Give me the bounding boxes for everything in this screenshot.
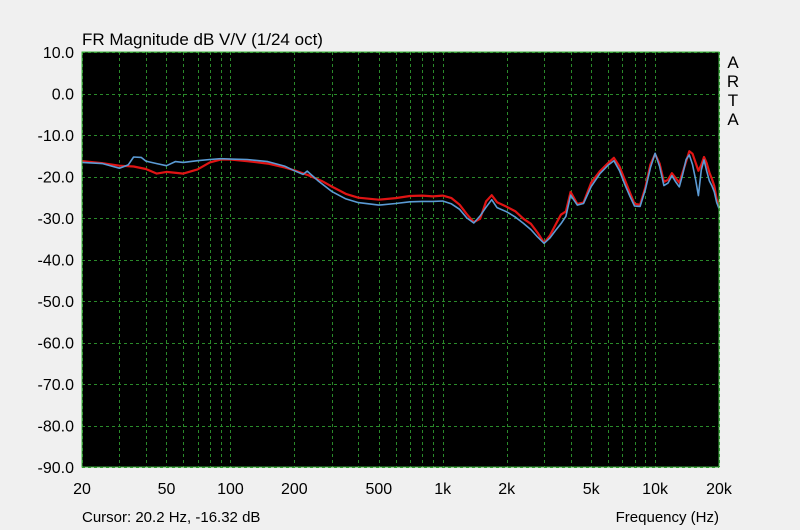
x-axis-label: Frequency (Hz) (616, 509, 719, 526)
x-tick-label: 10k (642, 481, 669, 498)
y-tick-label: -90.0 (38, 460, 75, 477)
y-tick-label: -70.0 (38, 377, 75, 394)
x-tick-label: 2k (498, 481, 516, 498)
arta-letter: A (727, 53, 739, 72)
x-axis-tick-labels: 20 50 100 200 500 1k 2k 5k 10k 20k (73, 481, 733, 498)
y-tick-label: -30.0 (38, 211, 75, 228)
y-axis-tick-labels: 10.0 0.0 -10.0 -20.0 -30.0 -40.0 -50.0 -60.0 -70… (38, 45, 75, 477)
series-line-2 (81, 152, 720, 245)
x-tick-label: 200 (281, 481, 308, 498)
x-tick-label: 20 (73, 481, 91, 498)
y-tick-label: 0.0 (52, 87, 74, 104)
cursor-readout: Cursor: 20.2 Hz, -16.32 dB (82, 509, 260, 526)
y-tick-label: -40.0 (38, 253, 75, 270)
plot-frame (81, 51, 720, 468)
y-tick-label: -60.0 (38, 336, 75, 353)
series-layer (81, 150, 721, 245)
x-tick-label: 1k (434, 481, 452, 498)
arta-letter: T (728, 91, 738, 110)
y-tick-label: 10.0 (43, 45, 74, 62)
x-tick-label: 500 (365, 481, 392, 498)
plot-area[interactable] (82, 52, 719, 467)
y-tick-label: -50.0 (38, 294, 75, 311)
y-tick-label: -20.0 (38, 170, 75, 187)
y-tick-label: -80.0 (38, 419, 75, 436)
x-tick-label: 5k (583, 481, 601, 498)
chart-title: FR Magnitude dB V/V (1/24 oct) (82, 30, 323, 49)
x-tick-label: 100 (217, 481, 244, 498)
y-tick-label: -10.0 (38, 128, 75, 145)
arta-letter: R (727, 72, 739, 91)
x-tick-label: 50 (158, 481, 176, 498)
arta-letter: A (727, 110, 739, 129)
grid-lines (82, 52, 720, 468)
x-tick-label: 20k (706, 481, 733, 498)
